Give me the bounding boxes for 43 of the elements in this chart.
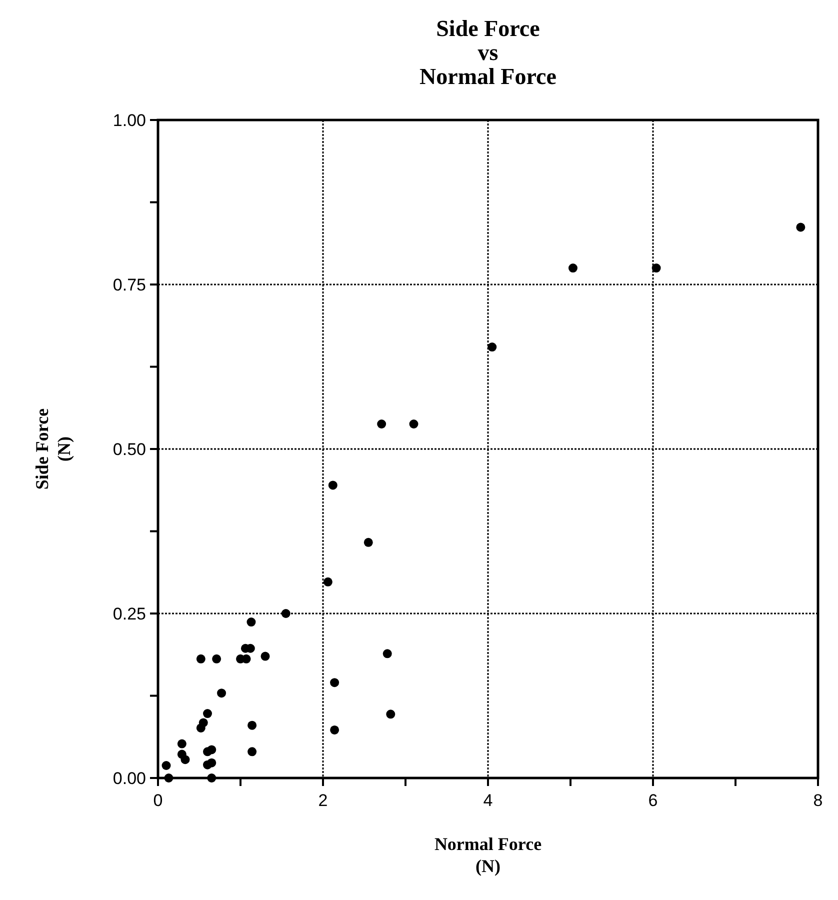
x-tick-label: 6 bbox=[648, 791, 658, 810]
point bbox=[568, 264, 578, 273]
x-tick-label: 2 bbox=[318, 791, 328, 810]
point bbox=[409, 419, 418, 428]
point bbox=[207, 758, 216, 768]
point bbox=[248, 747, 257, 756]
point bbox=[652, 264, 661, 273]
point bbox=[328, 480, 338, 490]
point bbox=[196, 654, 206, 664]
x-tick-label: 0 bbox=[153, 791, 163, 810]
point bbox=[796, 222, 806, 232]
point bbox=[246, 618, 256, 627]
y-tick-label: 0.00 bbox=[112, 769, 146, 788]
y-tick-label: 0.75 bbox=[112, 276, 146, 294]
point bbox=[207, 745, 216, 754]
x-axis-title: Normal Force (N) bbox=[434, 834, 542, 876]
chart-title: Side Force vs Normal Force bbox=[420, 16, 556, 89]
point bbox=[203, 709, 212, 718]
point bbox=[382, 649, 392, 658]
point bbox=[196, 723, 206, 732]
x-tick-label: 8 bbox=[813, 791, 823, 810]
point bbox=[217, 688, 226, 698]
point bbox=[162, 761, 171, 770]
y-tick-label: 1.00 bbox=[112, 111, 146, 130]
point bbox=[260, 652, 270, 661]
point bbox=[164, 774, 174, 782]
point bbox=[488, 342, 497, 352]
point bbox=[212, 654, 222, 664]
point bbox=[177, 739, 186, 748]
point bbox=[180, 755, 190, 764]
point bbox=[323, 577, 332, 586]
point bbox=[248, 720, 257, 730]
y-tick-label: 0.25 bbox=[112, 604, 146, 624]
y-tick-label: 0.50 bbox=[112, 440, 146, 459]
point bbox=[377, 419, 386, 428]
x-tick-label: 4 bbox=[483, 791, 493, 810]
y-axis-title: Side Force (N) bbox=[32, 408, 74, 490]
point bbox=[281, 609, 290, 618]
point bbox=[330, 678, 340, 688]
point bbox=[207, 774, 216, 782]
point bbox=[330, 725, 340, 734]
point bbox=[386, 710, 396, 719]
point bbox=[364, 538, 373, 547]
